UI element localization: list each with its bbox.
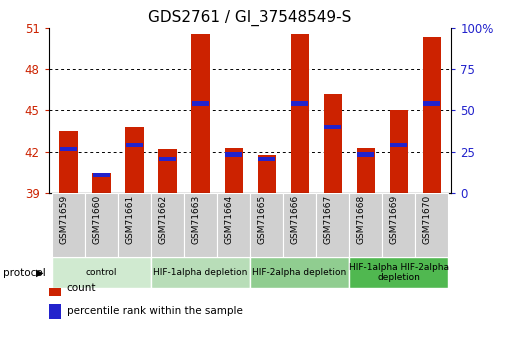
Bar <box>184 193 217 257</box>
Bar <box>92 172 111 193</box>
Bar <box>61 147 77 151</box>
Text: GSM71670: GSM71670 <box>423 195 431 244</box>
Text: GSM71667: GSM71667 <box>324 195 332 244</box>
Bar <box>390 143 407 147</box>
Bar <box>225 148 243 193</box>
Bar <box>159 149 176 193</box>
Text: GSM71669: GSM71669 <box>390 195 399 244</box>
Bar <box>49 304 61 318</box>
Bar <box>423 37 441 193</box>
Text: GSM71664: GSM71664 <box>225 195 233 244</box>
Bar <box>324 94 342 193</box>
Text: GSM71665: GSM71665 <box>258 195 267 244</box>
Text: HIF-2alpha depletion: HIF-2alpha depletion <box>252 268 347 277</box>
Text: GSM71668: GSM71668 <box>357 195 366 244</box>
Bar <box>52 257 151 288</box>
Bar <box>258 155 275 193</box>
Bar <box>316 193 349 257</box>
Text: percentile rank within the sample: percentile rank within the sample <box>67 306 243 315</box>
Text: GSM71661: GSM71661 <box>126 195 134 244</box>
Bar <box>126 143 143 147</box>
Bar <box>60 131 77 193</box>
Text: GSM71666: GSM71666 <box>290 195 300 244</box>
Bar <box>49 282 61 296</box>
Bar <box>349 257 448 288</box>
Text: GSM71659: GSM71659 <box>60 195 69 244</box>
Bar <box>324 125 341 129</box>
Bar <box>382 193 415 257</box>
Bar <box>349 193 382 257</box>
Bar <box>250 193 283 257</box>
Text: protocol: protocol <box>3 268 45 277</box>
Text: GSM71660: GSM71660 <box>92 195 102 244</box>
Text: ▶: ▶ <box>36 268 44 277</box>
Text: HIF-1alpha HIF-2alpha
depletion: HIF-1alpha HIF-2alpha depletion <box>349 263 449 282</box>
Bar <box>225 152 242 157</box>
Bar <box>423 101 440 106</box>
Bar <box>217 193 250 257</box>
Bar <box>52 193 85 257</box>
Bar <box>85 193 118 257</box>
Text: GSM71662: GSM71662 <box>159 195 168 244</box>
Text: control: control <box>86 268 117 277</box>
Bar <box>415 193 448 257</box>
Bar <box>283 193 316 257</box>
Bar <box>191 34 210 193</box>
Title: GDS2761 / GI_37548549-S: GDS2761 / GI_37548549-S <box>148 10 352 26</box>
Bar <box>160 157 176 161</box>
Bar <box>357 148 374 193</box>
Bar <box>118 193 151 257</box>
Bar <box>151 193 184 257</box>
Text: HIF-1alpha depletion: HIF-1alpha depletion <box>153 268 248 277</box>
Bar <box>192 101 209 106</box>
Bar <box>126 127 144 193</box>
Text: GSM71663: GSM71663 <box>191 195 201 244</box>
Bar <box>93 173 110 177</box>
Bar <box>250 257 349 288</box>
Bar <box>389 110 408 193</box>
Bar <box>358 152 374 157</box>
Bar <box>151 257 250 288</box>
Bar <box>290 34 309 193</box>
Bar <box>291 101 308 106</box>
Bar <box>259 157 275 161</box>
Text: count: count <box>67 283 96 293</box>
